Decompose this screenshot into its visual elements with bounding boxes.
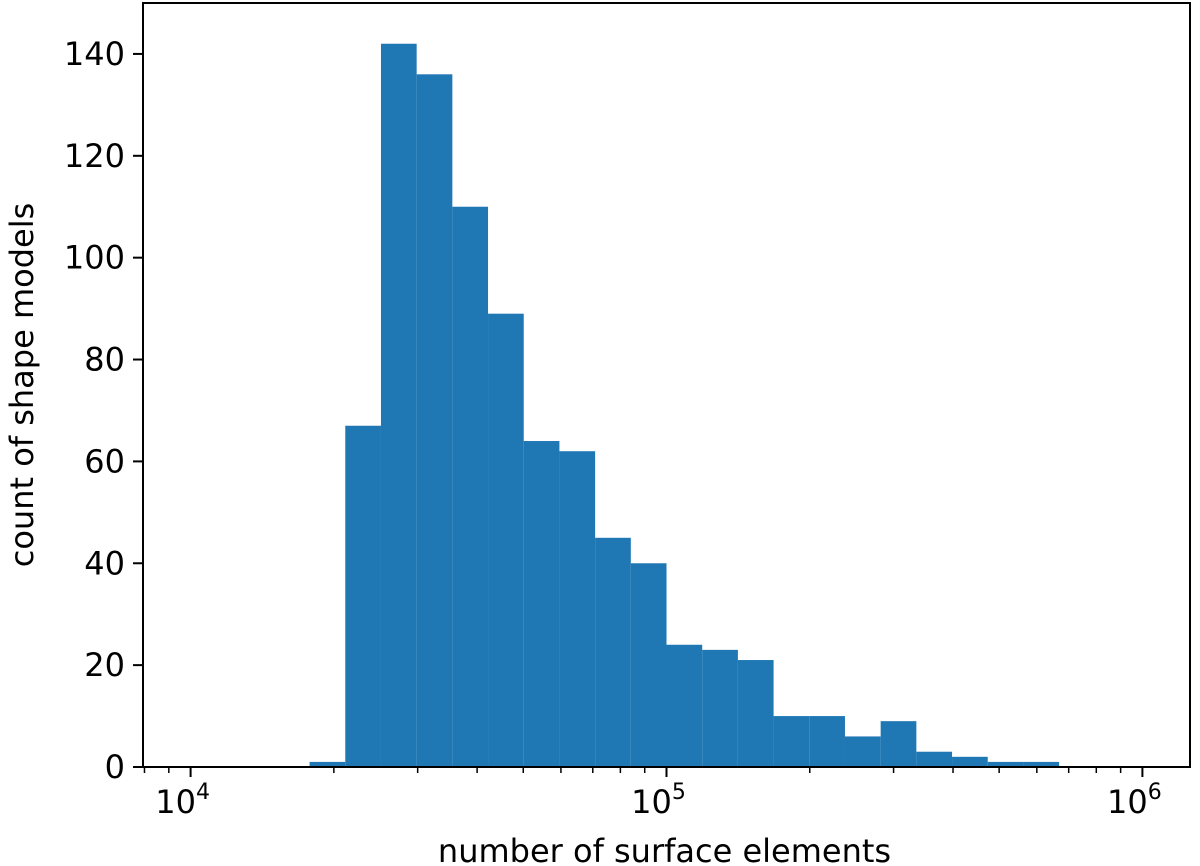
histogram-bar bbox=[702, 649, 738, 767]
histogram-bar bbox=[523, 441, 560, 767]
histogram-bar bbox=[952, 756, 988, 767]
histogram-bar bbox=[452, 206, 489, 767]
x-axis-ticks: 104 105 106 bbox=[143, 767, 1162, 821]
histogram-bar bbox=[488, 313, 524, 767]
y-tick-label: 80 bbox=[84, 341, 125, 379]
histogram-bar bbox=[1023, 761, 1060, 767]
x-tick-label: 106 bbox=[1107, 780, 1162, 821]
histogram-bar bbox=[916, 751, 953, 767]
y-tick-label: 140 bbox=[64, 35, 125, 73]
histogram-bar bbox=[844, 736, 881, 767]
y-tick-label: 60 bbox=[84, 442, 125, 480]
histogram-bar bbox=[666, 644, 703, 767]
histogram-bar bbox=[773, 716, 810, 767]
y-axis-ticks: 0 20 40 60 80 100 120 140 bbox=[64, 35, 143, 786]
histogram-bar bbox=[737, 660, 774, 767]
histogram-bar bbox=[345, 425, 381, 767]
histogram-bar bbox=[630, 563, 667, 767]
histogram-bar bbox=[809, 716, 845, 767]
y-tick-label: 40 bbox=[84, 544, 125, 582]
x-axis-label: number of surface elements bbox=[438, 832, 891, 866]
histogram-bar bbox=[380, 43, 417, 768]
histogram-bar bbox=[309, 761, 346, 767]
histogram-bar bbox=[595, 537, 631, 767]
histogram-bar bbox=[880, 721, 917, 767]
y-tick-label: 100 bbox=[64, 239, 125, 277]
histogram-bar bbox=[416, 74, 453, 768]
histogram-bars bbox=[309, 43, 1060, 768]
y-axis-label: count of shape models bbox=[3, 203, 41, 568]
y-tick-label: 120 bbox=[64, 137, 125, 175]
x-tick-label: 105 bbox=[631, 780, 686, 821]
y-tick-label: 0 bbox=[105, 748, 125, 786]
histogram-bar bbox=[559, 451, 596, 767]
histogram-bar bbox=[987, 761, 1024, 767]
x-tick-label: 104 bbox=[155, 780, 210, 821]
y-tick-label: 20 bbox=[84, 646, 125, 684]
